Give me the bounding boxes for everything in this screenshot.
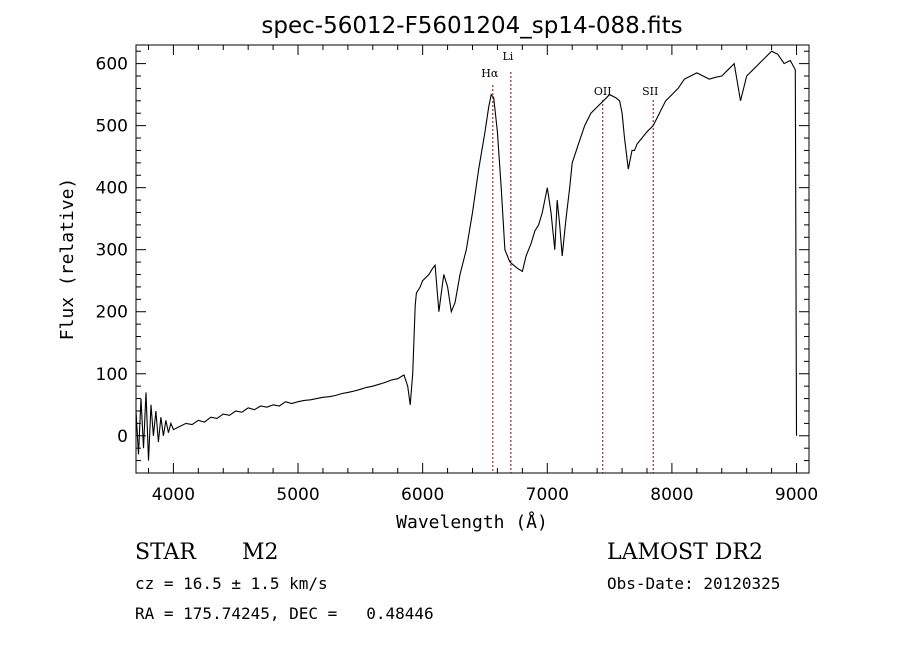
y-tick-label: 100 bbox=[96, 365, 128, 385]
object-class: STAR bbox=[135, 540, 196, 565]
x-axis-label: Wavelength (Å) bbox=[396, 511, 548, 533]
y-axis-label: Flux (relative) bbox=[57, 178, 78, 341]
x-tick-label: 7000 bbox=[526, 485, 569, 505]
x-tick-label: 4000 bbox=[152, 485, 195, 505]
spectral-line-label: OII bbox=[594, 85, 612, 98]
x-tick-label: 6000 bbox=[401, 485, 444, 505]
y-tick-label: 0 bbox=[117, 427, 128, 447]
plot-frame bbox=[135, 44, 810, 474]
object-subclass: M2 bbox=[242, 540, 279, 565]
chart-title: spec-56012-F5601204_sp14-088.fits bbox=[261, 13, 682, 39]
spectral-line-label: Li bbox=[502, 50, 513, 63]
spectral-line-label: Hα bbox=[481, 67, 499, 80]
coordinates-info: RA = 175.74245, DEC = 0.48446 bbox=[135, 604, 434, 623]
axis-ticks: 4000 5000 6000 7000 8000 9000 0 100 200 300 400 500… bbox=[96, 45, 818, 505]
x-tick-label: 8000 bbox=[650, 485, 693, 505]
y-tick-label: 600 bbox=[96, 55, 128, 75]
x-tick-label: 5000 bbox=[276, 485, 319, 505]
spectral-line-label: SII bbox=[642, 85, 658, 98]
y-tick-label: 500 bbox=[96, 117, 128, 137]
y-tick-label: 300 bbox=[96, 241, 128, 261]
redshift-info: cz = 16.5 ± 1.5 km/s bbox=[135, 574, 328, 593]
x-tick-label: 9000 bbox=[775, 485, 818, 505]
observation-date: Obs-Date: 20120325 bbox=[607, 574, 781, 593]
survey-name: LAMOST DR2 bbox=[607, 540, 763, 565]
y-tick-label: 200 bbox=[96, 303, 128, 323]
spectrum-series-line bbox=[135, 50, 798, 461]
y-tick-label: 400 bbox=[96, 179, 128, 199]
